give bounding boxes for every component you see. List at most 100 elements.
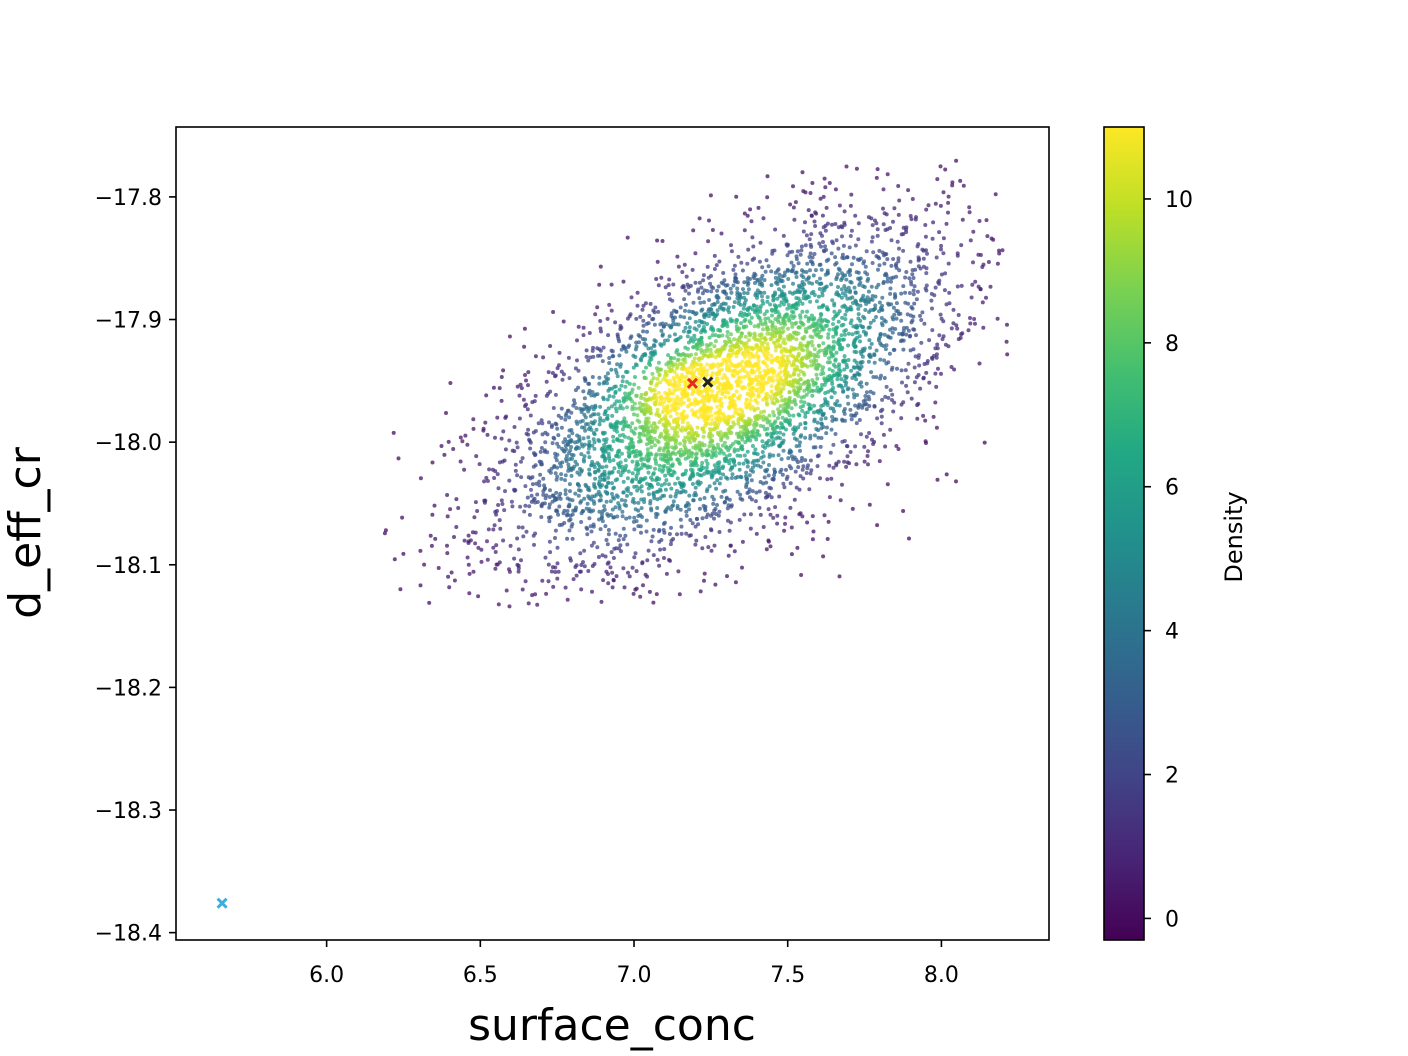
scatter-point xyxy=(840,482,844,487)
scatter-point xyxy=(654,383,659,388)
scatter-point xyxy=(777,294,782,299)
scatter-point xyxy=(763,337,768,342)
scatter-point xyxy=(818,476,822,481)
scatter-point xyxy=(712,516,716,521)
scatter-point xyxy=(662,457,667,461)
scatter-point xyxy=(816,453,821,458)
scatter-point xyxy=(615,429,619,434)
scatter-point xyxy=(684,513,689,518)
scatter-point xyxy=(881,432,886,437)
scatter-point xyxy=(610,481,614,486)
scatter-point xyxy=(527,504,532,509)
scatter-point xyxy=(653,443,657,448)
scatter-point xyxy=(900,380,904,385)
scatter-point xyxy=(555,474,560,479)
scatter-point xyxy=(618,543,623,548)
scatter-point xyxy=(819,436,824,440)
scatter-point xyxy=(634,316,639,321)
scatter-point xyxy=(858,349,863,354)
scatter-point xyxy=(617,353,622,358)
scatter-point xyxy=(554,497,559,502)
scatter-point xyxy=(862,444,867,449)
scatter-point xyxy=(466,562,471,567)
scatter-point xyxy=(915,416,920,421)
scatter-point xyxy=(803,458,808,463)
scatter-point xyxy=(867,502,872,507)
scatter-point xyxy=(702,403,707,408)
scatter-point xyxy=(576,324,581,329)
scatter-point xyxy=(591,522,596,527)
scatter-point xyxy=(789,406,794,411)
scatter-point xyxy=(865,278,870,283)
scatter-point xyxy=(663,285,668,290)
scatter-point xyxy=(693,251,698,256)
scatter-point xyxy=(686,453,691,458)
scatter-point xyxy=(733,439,738,444)
scatter-point xyxy=(766,351,771,356)
scatter-point xyxy=(731,305,736,309)
scatter-point xyxy=(559,464,563,469)
scatter-point xyxy=(671,450,675,455)
scatter-point xyxy=(699,308,704,313)
scatter-point xyxy=(690,408,695,413)
scatter-point xyxy=(644,518,649,523)
scatter-point xyxy=(678,375,683,380)
scatter-point xyxy=(766,264,771,269)
scatter-point xyxy=(738,295,743,300)
scatter-point xyxy=(828,349,833,354)
scatter-point xyxy=(547,495,552,499)
scatter-point xyxy=(497,518,502,523)
scatter-point xyxy=(662,464,667,468)
scatter-point xyxy=(574,563,579,568)
scatter-point xyxy=(601,418,606,423)
scatter-point xyxy=(466,533,471,538)
scatter-point xyxy=(821,341,826,346)
scatter-point xyxy=(804,277,809,282)
scatter-point xyxy=(738,492,743,497)
scatter-point xyxy=(532,496,537,501)
x-axis: 6.0 6.5 7.0 7.5 8.0 xyxy=(309,940,959,988)
scatter-point xyxy=(553,471,558,476)
scatter-point xyxy=(585,532,590,537)
scatter-point xyxy=(562,521,567,525)
scatter-point xyxy=(620,379,625,384)
scatter-point xyxy=(687,309,692,314)
scatter-point xyxy=(866,394,871,399)
scatter-point xyxy=(635,413,640,418)
scatter-point xyxy=(924,271,929,276)
scatter-point xyxy=(723,431,728,436)
scatter-point xyxy=(615,374,620,379)
scatter-point xyxy=(559,476,564,481)
scatter-point xyxy=(710,389,715,394)
scatter-point xyxy=(791,264,796,268)
scatter-point xyxy=(526,427,531,432)
scatter-point xyxy=(814,211,819,216)
scatter-point xyxy=(653,392,657,397)
scatter-point xyxy=(671,537,676,541)
scatter-point xyxy=(864,434,869,439)
scatter-point xyxy=(694,443,698,448)
scatter-point xyxy=(820,382,824,387)
scatter-point xyxy=(515,473,520,478)
scatter-point xyxy=(955,253,960,258)
scatter-point xyxy=(740,268,745,273)
scatter-point xyxy=(758,423,763,428)
scatter-point xyxy=(759,410,764,415)
scatter-point xyxy=(556,569,561,574)
scatter-point xyxy=(938,203,943,208)
scatter-point xyxy=(493,566,498,571)
scatter-point xyxy=(668,325,673,330)
scatter-point xyxy=(704,469,709,474)
scatter-point xyxy=(724,475,728,480)
scatter-point xyxy=(496,602,501,607)
scatter-point xyxy=(591,345,595,350)
scatter-point xyxy=(592,482,597,486)
scatter-point xyxy=(676,322,681,327)
scatter-points xyxy=(382,158,1010,609)
scatter-point xyxy=(750,347,755,352)
scatter-point xyxy=(427,600,432,605)
scatter-point xyxy=(494,512,499,517)
scatter-point xyxy=(663,473,668,478)
scatter-point xyxy=(495,415,500,420)
scatter-point xyxy=(665,404,670,408)
